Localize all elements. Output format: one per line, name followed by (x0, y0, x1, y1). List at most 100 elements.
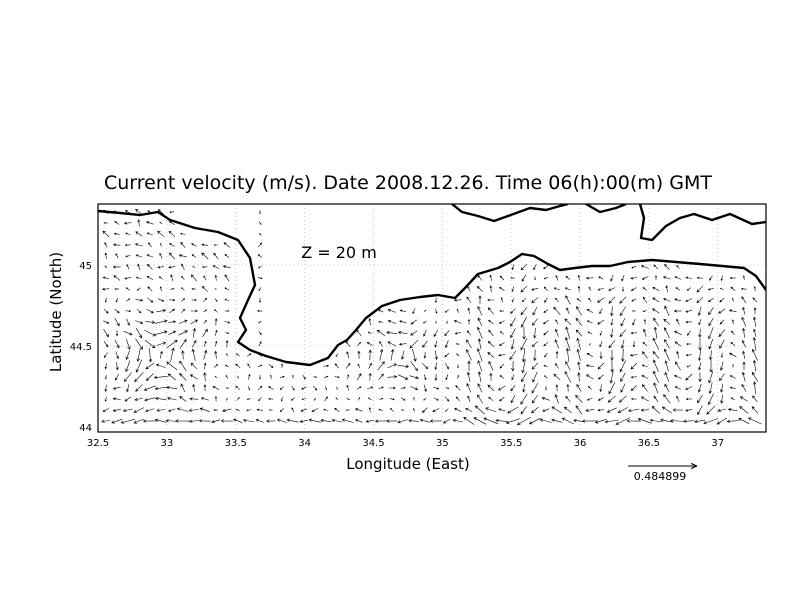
velocity-arrow (510, 328, 516, 339)
velocity-arrow (620, 317, 626, 327)
velocity-arrow (720, 275, 723, 282)
velocity-arrow (166, 339, 178, 349)
velocity-arrow (476, 348, 483, 362)
velocity-arrow (565, 295, 571, 305)
velocity-arrow (586, 374, 594, 380)
velocity-arrow (180, 241, 186, 248)
velocity-arrow (378, 408, 383, 411)
velocity-arrow (115, 330, 119, 337)
velocity-arrow (543, 364, 549, 367)
velocity-arrow (466, 371, 471, 382)
velocity-arrow (445, 374, 449, 381)
velocity-arrow (170, 274, 174, 282)
velocity-arrow (397, 364, 410, 369)
velocity-arrow (258, 331, 262, 335)
velocity-arrow (532, 306, 538, 316)
velocity-arrow (676, 350, 680, 359)
velocity-arrow (169, 308, 176, 314)
velocity-arrow (541, 397, 550, 401)
x-tick-label: 32.5 (87, 438, 109, 449)
coastline-segment (638, 204, 766, 242)
velocity-arrow (124, 396, 132, 402)
velocity-arrow (166, 385, 178, 390)
velocity-arrow (606, 407, 617, 413)
velocity-arrow (104, 396, 107, 402)
velocity-arrow (685, 298, 693, 302)
velocity-arrow (663, 318, 671, 326)
velocity-arrow (202, 266, 208, 269)
velocity-arrow (105, 375, 107, 380)
velocity-arrow (457, 374, 460, 379)
velocity-arrow (258, 242, 262, 248)
velocity-arrow (444, 330, 450, 337)
velocity-arrow (125, 287, 130, 291)
velocity-arrow (652, 359, 659, 373)
velocity-arrow (466, 383, 472, 393)
velocity-arrow (576, 306, 582, 316)
velocity-arrow (663, 298, 671, 302)
velocity-arrow (212, 265, 220, 269)
velocity-arrow (630, 397, 637, 401)
velocity-arrow (422, 320, 427, 324)
velocity-arrow (181, 263, 185, 271)
velocity-arrow (534, 276, 536, 281)
velocity-arrow (673, 374, 682, 379)
velocity-arrow (331, 418, 343, 423)
velocity-arrow (104, 252, 108, 259)
velocity-arrow (516, 416, 531, 426)
velocity-arrow (473, 417, 487, 425)
velocity-arrow (125, 310, 132, 313)
velocity-arrow (115, 297, 118, 303)
velocity-arrow (324, 375, 329, 378)
velocity-arrow (398, 342, 407, 346)
velocity-arrow (674, 330, 682, 336)
velocity-arrow (124, 243, 131, 247)
velocity-arrow (698, 328, 702, 338)
velocity-arrow (334, 407, 340, 412)
velocity-arrow (544, 297, 548, 303)
velocity-arrow (673, 309, 682, 313)
velocity-arrow (398, 374, 409, 380)
velocity-arrow (532, 318, 538, 326)
velocity-arrow (125, 232, 131, 236)
velocity-arrow (676, 318, 680, 326)
velocity-arrow (145, 221, 154, 225)
velocity-arrow (553, 287, 560, 291)
velocity-arrow (389, 398, 395, 401)
velocity-arrow (466, 296, 472, 304)
velocity-arrow (466, 330, 471, 336)
velocity-arrow (432, 408, 440, 412)
velocity-arrow (674, 298, 682, 302)
velocity-arrow (554, 394, 559, 404)
velocity-arrow (324, 396, 328, 402)
velocity-arrow (683, 419, 695, 423)
velocity-arrow (674, 386, 681, 390)
velocity-arrow (586, 320, 593, 324)
velocity-arrow (511, 374, 515, 381)
velocity-arrow (652, 308, 660, 314)
coastline-segment (585, 204, 627, 214)
velocity-arrow (120, 418, 135, 424)
velocity-arrow (587, 331, 593, 335)
velocity-arrow (477, 360, 483, 372)
velocity-arrow (379, 348, 384, 361)
velocity-arrow (135, 359, 142, 373)
velocity-arrow (357, 397, 361, 401)
velocity-arrow (729, 276, 736, 280)
velocity-arrow (561, 417, 574, 425)
velocity-arrow (257, 309, 263, 312)
velocity-arrow (168, 320, 177, 324)
velocity-arrow (175, 419, 191, 423)
velocity-arrow (626, 419, 642, 423)
velocity-arrow (203, 275, 207, 281)
velocity-arrow (178, 330, 188, 336)
depth-label: Z = 20 m (301, 243, 377, 262)
velocity-arrow (434, 362, 438, 371)
velocity-arrow (651, 405, 661, 414)
velocity-arrow (521, 372, 527, 383)
velocity-arrow (521, 316, 527, 328)
velocity-arrow (652, 337, 660, 350)
velocity-arrow (367, 397, 372, 401)
velocity-arrow (136, 348, 141, 362)
velocity-arrow (597, 397, 604, 401)
